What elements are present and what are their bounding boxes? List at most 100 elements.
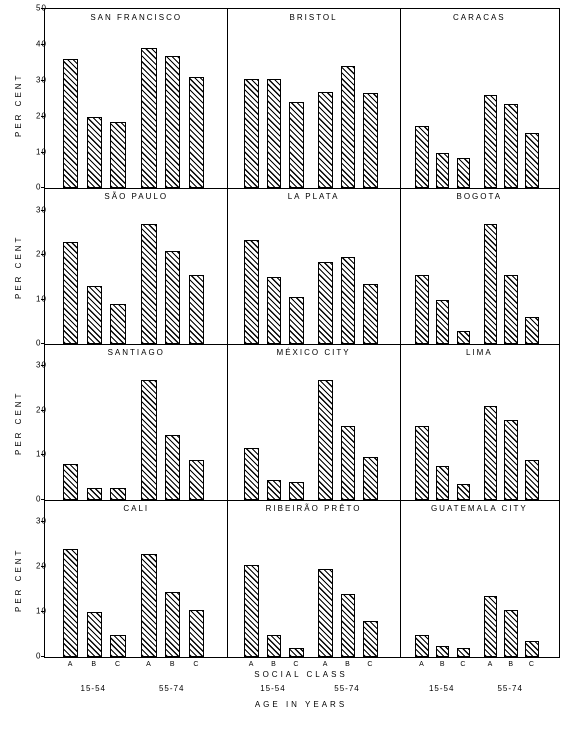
bar	[189, 275, 205, 344]
panel-title: LIMA	[400, 348, 559, 357]
y-tick: 40	[36, 39, 40, 48]
class-label: B	[271, 661, 277, 668]
bar	[525, 133, 539, 189]
class-label: A	[419, 661, 425, 668]
y-tick: 20	[36, 562, 40, 571]
bar	[457, 331, 471, 344]
class-label: C	[293, 661, 299, 668]
y-tick: 10	[36, 147, 40, 156]
bar	[415, 635, 429, 657]
age-label: 55-74	[497, 684, 522, 693]
bar	[267, 79, 282, 188]
bar	[165, 251, 181, 344]
class-label: A	[146, 661, 152, 668]
y-tick: 0	[36, 494, 40, 503]
class-label: A	[323, 661, 329, 668]
bar	[504, 610, 518, 657]
bar	[289, 297, 304, 344]
bar	[504, 104, 518, 188]
bar	[341, 257, 356, 344]
bar	[484, 95, 498, 188]
bar	[318, 569, 333, 657]
bar	[267, 480, 282, 500]
panel-title: SANTIAGO	[45, 348, 227, 357]
bar	[87, 286, 103, 344]
bar	[141, 554, 157, 657]
bar	[289, 648, 304, 657]
panel-title: BRISTOL	[227, 13, 399, 22]
bar	[165, 435, 181, 499]
bar	[484, 224, 498, 344]
bar	[436, 646, 450, 657]
bar	[110, 122, 126, 188]
x-axis-label-age: AGE IN YEARS	[255, 700, 347, 709]
class-label: C	[529, 661, 535, 668]
bar	[267, 635, 282, 657]
panel-title: CARACAS	[400, 13, 559, 22]
bar	[436, 300, 450, 344]
bar	[87, 117, 103, 189]
bar	[436, 153, 450, 189]
bar	[110, 635, 126, 657]
bar	[289, 482, 304, 500]
bar	[525, 641, 539, 657]
class-label: C	[193, 661, 199, 668]
panel-title: CALI	[45, 504, 227, 513]
y-tick: 30	[36, 75, 40, 84]
y-tick: 10	[36, 450, 40, 459]
class-label: A	[68, 661, 74, 668]
age-label: 15-54	[81, 684, 106, 693]
class-label: B	[440, 661, 446, 668]
bar	[63, 549, 79, 657]
bar	[363, 621, 378, 657]
panel-title: GUATEMALA CITY	[400, 504, 559, 513]
age-label: 55-74	[159, 684, 184, 693]
y-tick: 20	[36, 111, 40, 120]
y-tick: 0	[36, 339, 40, 348]
class-label: B	[170, 661, 176, 668]
bar	[318, 92, 333, 189]
bar	[63, 464, 79, 500]
bar	[363, 284, 378, 344]
bar	[457, 484, 471, 500]
class-label: A	[488, 661, 494, 668]
panel-title: SAN FRANCISCO	[45, 13, 227, 22]
bar	[436, 466, 450, 499]
bar	[189, 610, 205, 657]
y-tick: 10	[36, 294, 40, 303]
y-tick: 50	[36, 4, 40, 13]
bar	[525, 317, 539, 344]
bar	[341, 66, 356, 188]
y-tick: 20	[36, 250, 40, 259]
y-tick: 20	[36, 405, 40, 414]
bar	[457, 648, 471, 657]
class-label: B	[91, 661, 97, 668]
panel-title: MÉXICO CITY	[227, 348, 399, 357]
bar	[189, 77, 205, 188]
bar	[363, 457, 378, 499]
bar	[244, 448, 259, 499]
class-label: C	[367, 661, 373, 668]
bar	[341, 426, 356, 499]
bar	[244, 79, 259, 188]
bar	[63, 59, 79, 188]
bar	[504, 420, 518, 500]
bar	[87, 488, 103, 499]
y-tick: 30	[36, 205, 40, 214]
bar	[141, 48, 157, 188]
panel-title: SÃO PAULO	[45, 192, 227, 201]
bar	[484, 596, 498, 657]
bar	[504, 275, 518, 344]
bar	[341, 594, 356, 657]
y-axis-label: PER CENT	[14, 73, 23, 137]
bar	[87, 612, 103, 657]
panel-title: LA PLATA	[227, 192, 399, 201]
bar	[267, 277, 282, 344]
chart-grid: SAN FRANCISCOBRISTOLCARACAS SÃO PAULOLA P…	[44, 8, 560, 658]
bar	[110, 304, 126, 344]
y-tick: 10	[36, 607, 40, 616]
y-tick: 0	[36, 652, 40, 661]
class-label: B	[345, 661, 351, 668]
bar	[484, 406, 498, 499]
bar	[363, 93, 378, 188]
